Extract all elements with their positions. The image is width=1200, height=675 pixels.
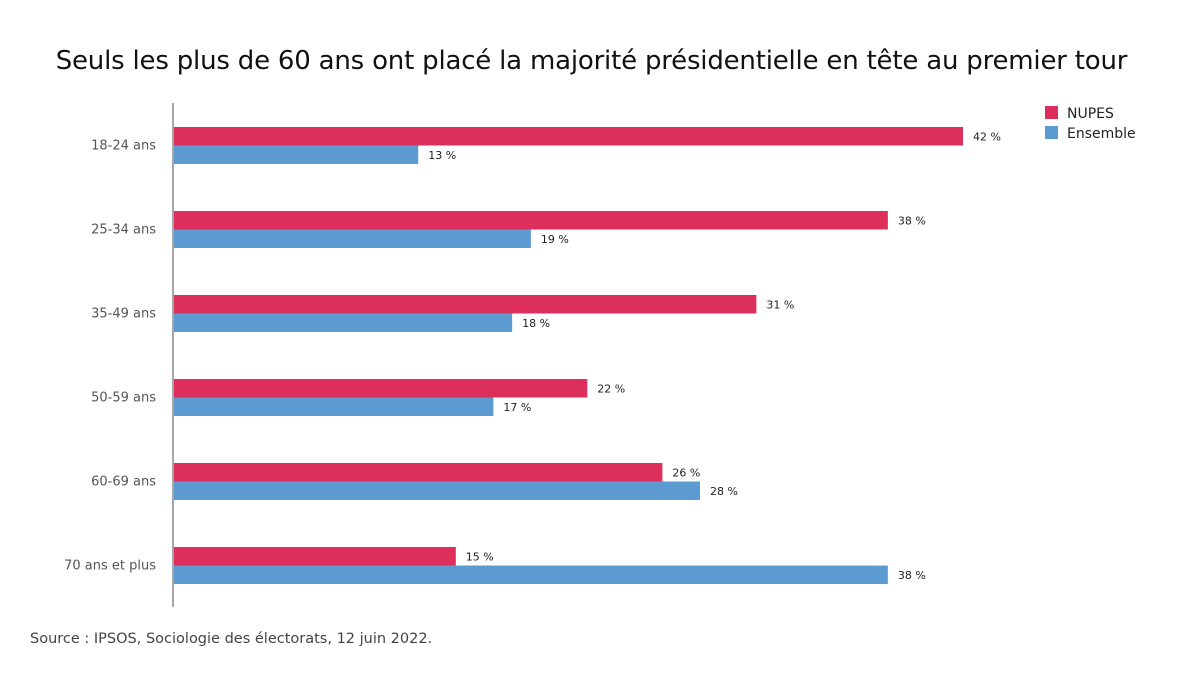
legend: NUPES Ensemble <box>1045 106 1136 142</box>
bar-ensemble-50-59-ans <box>174 397 494 416</box>
value-label-nupes-50-59-ans: 22 % <box>597 382 625 395</box>
category-label-50-59-ans: 50-59 ans <box>91 391 156 406</box>
bar-nupes-70-ans-et-plus <box>174 547 456 566</box>
bar-nupes-60-69-ans <box>174 463 663 482</box>
category-label-18-24-ans: 18-24 ans <box>91 139 156 154</box>
category-label-70-ans-et-plus: 70 ans et plus <box>64 559 156 574</box>
chart-title: Seuls les plus de 60 ans ont placé la ma… <box>55 46 1128 76</box>
category-label-35-49-ans: 35-49 ans <box>91 307 156 322</box>
bar-nupes-35-49-ans <box>174 295 757 314</box>
value-label-nupes-25-34-ans: 38 % <box>898 214 926 227</box>
bar-ensemble-70-ans-et-plus <box>174 565 888 584</box>
bar-ensemble-35-49-ans <box>174 313 513 332</box>
value-label-nupes-70-ans-et-plus: 15 % <box>466 550 494 563</box>
bar-nupes-25-34-ans <box>174 211 888 230</box>
value-label-nupes-35-49-ans: 31 % <box>766 298 794 311</box>
legend-swatch-ensemble <box>1045 126 1058 139</box>
value-label-ensemble-18-24-ans: 13 % <box>428 149 456 162</box>
value-label-ensemble-50-59-ans: 17 % <box>503 401 531 414</box>
bar-nupes-18-24-ans <box>174 127 963 146</box>
bar-ensemble-18-24-ans <box>174 145 419 164</box>
value-label-ensemble-35-49-ans: 18 % <box>522 317 550 330</box>
category-label-60-69-ans: 60-69 ans <box>91 475 156 490</box>
bars-layer: 18-24 ans 42 % 13 % 25-34 ans 38 % 19 % 35-49 … <box>64 127 1001 584</box>
legend-label-ensemble: Ensemble <box>1067 126 1136 142</box>
value-label-nupes-18-24-ans: 42 % <box>973 130 1001 143</box>
value-label-nupes-60-69-ans: 26 % <box>672 466 700 479</box>
legend-label-nupes: NUPES <box>1067 106 1114 122</box>
value-label-ensemble-60-69-ans: 28 % <box>710 485 738 498</box>
category-label-25-34-ans: 25-34 ans <box>91 223 156 238</box>
legend-swatch-nupes <box>1045 106 1058 119</box>
source-note: Source : IPSOS, Sociologie des électorat… <box>30 631 433 647</box>
bar-ensemble-25-34-ans <box>174 229 531 248</box>
bar-nupes-50-59-ans <box>174 379 588 398</box>
value-label-ensemble-70-ans-et-plus: 38 % <box>898 569 926 582</box>
bar-ensemble-60-69-ans <box>174 481 700 500</box>
value-label-ensemble-25-34-ans: 19 % <box>541 233 569 246</box>
